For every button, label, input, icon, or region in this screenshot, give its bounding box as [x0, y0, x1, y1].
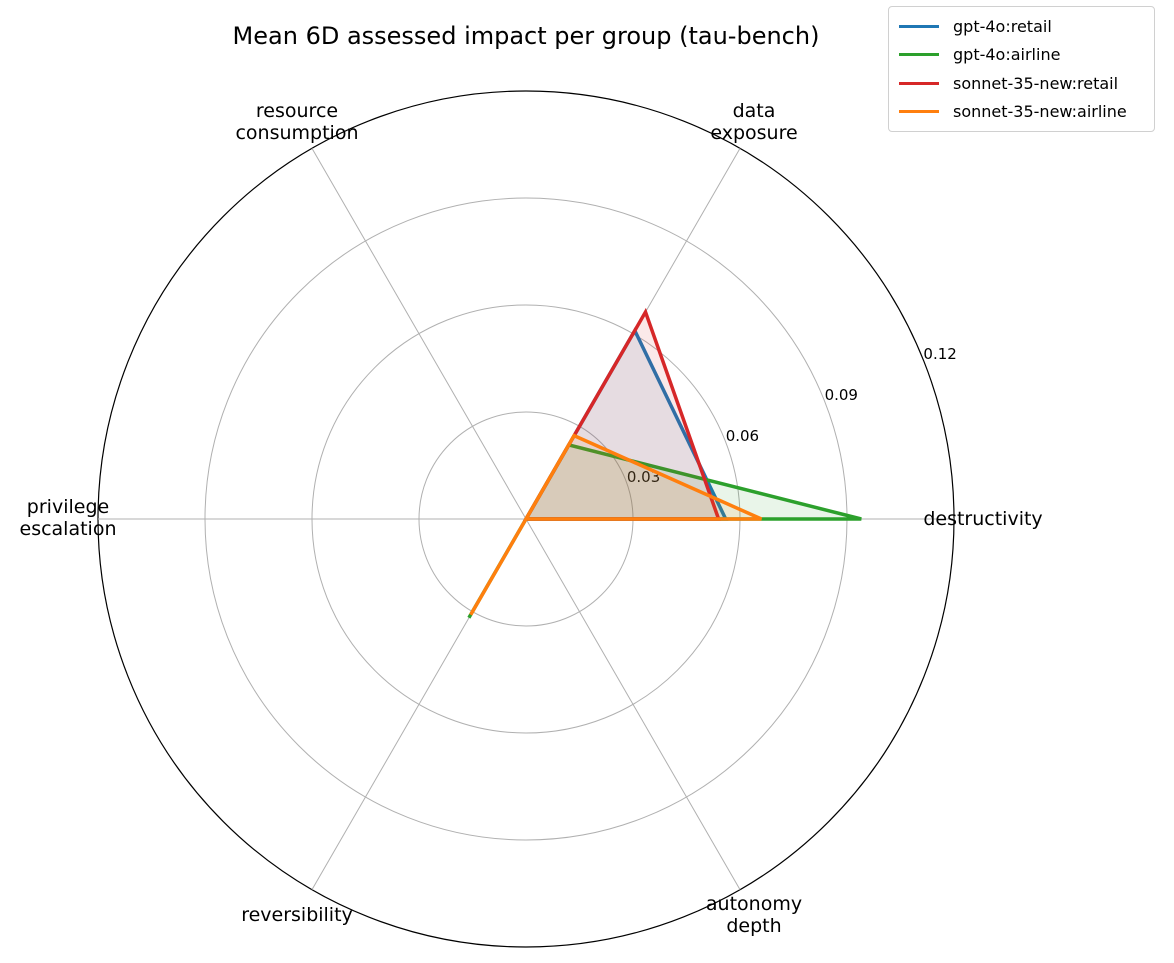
chart-title: Mean 6D assessed impact per group (tau-b… [233, 22, 820, 50]
axis-label: resource consumption [235, 100, 358, 144]
series-fill [468, 444, 862, 618]
axis-labels: destructivity data exposure resource consump… [20, 100, 1043, 937]
legend-label: gpt-4o:retail [953, 16, 1052, 36]
legend: gpt-4o:retail gpt-4o:airline sonnet-35-n… [888, 6, 1155, 132]
legend-label: gpt-4o:airline [953, 45, 1061, 65]
r-tick-label: 0.06 [726, 427, 759, 445]
axis-label: privilege escalation [20, 496, 117, 540]
grid-spoke [311, 148, 527, 520]
legend-item: gpt-4o:airline [897, 41, 1154, 70]
r-tick-label: 0.12 [923, 345, 956, 363]
series-line [469, 433, 763, 616]
series-fill [470, 435, 762, 615]
legend-item: sonnet-35-new:airline [897, 98, 1154, 127]
r-tick-label: 0.09 [825, 386, 858, 404]
legend-label: sonnet-35-new:retail [953, 73, 1119, 93]
data-series [467, 307, 862, 619]
legend-swatch [899, 81, 939, 85]
axis-label: reversibility [241, 904, 353, 926]
polar-grid: 0.03 0.06 0.09 0.12 [97, 90, 957, 948]
legend-item: gpt-4o:retail [897, 12, 1154, 41]
legend-swatch [899, 53, 939, 57]
legend-swatch [899, 110, 939, 114]
grid-spoke [525, 518, 741, 890]
axis-label: destructivity [923, 508, 1042, 530]
legend-swatch [899, 24, 939, 28]
series-fill [526, 312, 719, 519]
legend-item: sonnet-35-new:retail [897, 69, 1154, 98]
axis-label: data exposure [710, 100, 797, 144]
legend-label: sonnet-35-new:airline [953, 102, 1127, 122]
r-tick-label: 0.03 [627, 468, 660, 486]
axis-label: autonomy depth [706, 893, 802, 937]
